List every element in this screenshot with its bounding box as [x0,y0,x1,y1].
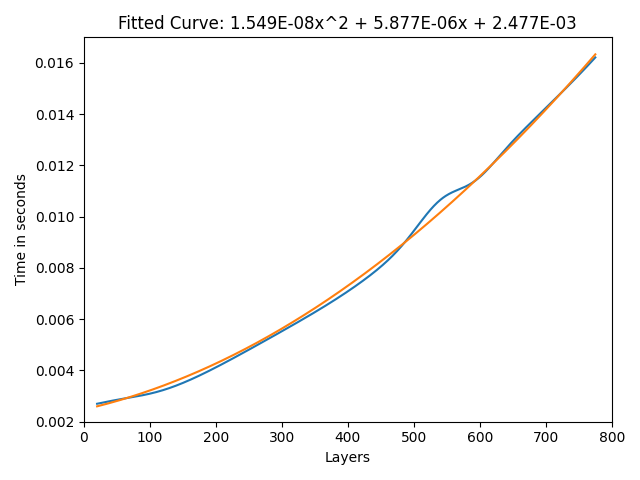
X-axis label: Layers: Layers [325,451,371,465]
Y-axis label: Time in seconds: Time in seconds [15,174,29,286]
Title: Fitted Curve: 1.549E-08x^2 + 5.877E-06x + 2.477E-03: Fitted Curve: 1.549E-08x^2 + 5.877E-06x … [118,15,577,33]
